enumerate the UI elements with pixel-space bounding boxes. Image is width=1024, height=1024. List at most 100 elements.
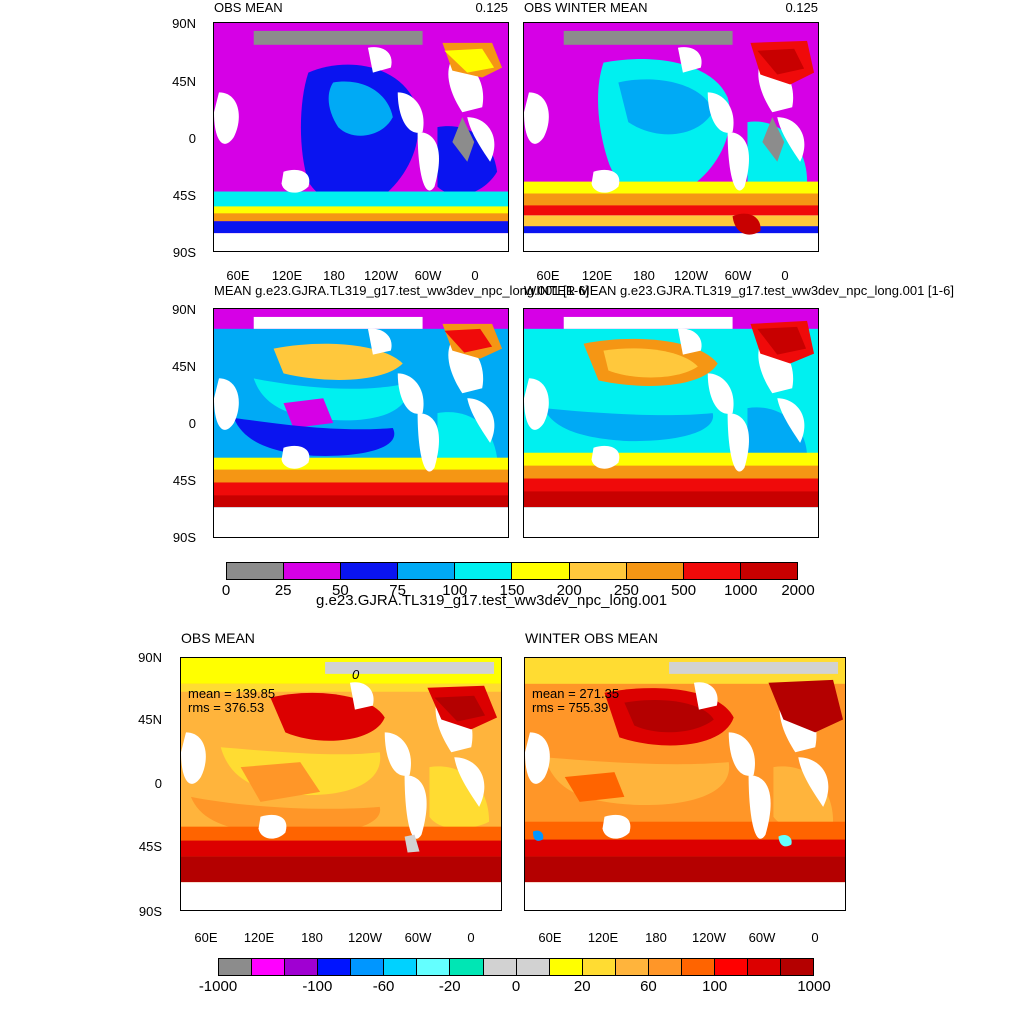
panel6-lon-120e: 120E	[587, 930, 619, 945]
cbar-top-swatch	[227, 563, 285, 579]
map-panel-obs-mean	[213, 22, 509, 252]
cbar-top-label: 75	[389, 582, 406, 599]
panel5-lon-120w: 120W	[348, 930, 382, 945]
cbar-bot-swatch	[648, 959, 682, 975]
map-panel-diff-winter-obs-mean	[524, 657, 846, 911]
panel5-lon-60w: 60W	[404, 930, 432, 945]
panel6-title: WINTER OBS MEAN	[525, 630, 659, 646]
cbar-bot-swatch	[219, 959, 253, 975]
panel4-title: WINTER MEAN g.e23.GJRA.TL319_g17.test_ww…	[524, 283, 954, 298]
cbar-bot-swatch	[549, 959, 583, 975]
panel5-contour-label: 0	[352, 667, 360, 682]
panel6-mean: mean = 271.35	[532, 686, 620, 701]
panel3-lat-45s: 45S	[172, 473, 196, 488]
cbar-bot-swatch	[781, 959, 814, 975]
panel1-lat-0: 0	[188, 131, 196, 146]
panel6-lon-180: 180	[645, 930, 667, 945]
panel6-lon-0: 0	[811, 930, 819, 945]
cbar-bot-swatch	[748, 959, 782, 975]
cbar-top-swatch	[455, 563, 513, 579]
panel5-lat-45n: 45N	[138, 712, 162, 727]
panel3-lat-45n: 45N	[172, 359, 196, 374]
map-diff-obs-mean	[181, 658, 501, 910]
panel1-lon-60e: 60E	[226, 268, 250, 283]
panel6-rms: rms = 755.39	[532, 700, 609, 715]
panel1-lon-0: 0	[471, 268, 479, 283]
cbar-top-label: 500	[671, 582, 697, 599]
cbar-bot-label: -1000	[198, 978, 238, 995]
cbar-bot-swatch	[714, 959, 748, 975]
cbar-bot-swatch	[582, 959, 616, 975]
cbar-top-swatch	[683, 563, 741, 579]
panel2-lon-120w: 120W	[674, 268, 708, 283]
cbar-bot-label: 0	[511, 978, 521, 995]
cbar-top-label: 200	[556, 582, 582, 599]
cbar-bot-label: 100	[702, 978, 728, 995]
map-panel-model-winter-mean	[523, 308, 819, 538]
cbar-bot-swatch	[318, 959, 352, 975]
cbar-top-label: 250	[613, 582, 639, 599]
cbar-bot-label: -60	[372, 978, 395, 995]
panel6-lon-60w: 60W	[748, 930, 776, 945]
cbar-top-label: 0	[221, 582, 231, 599]
panel5-lat-45s: 45S	[138, 839, 162, 854]
map-obs-mean	[214, 23, 508, 251]
cbar-bot-swatch	[285, 959, 319, 975]
panel6-lon-120w: 120W	[692, 930, 726, 945]
panel5-lon-120e: 120E	[243, 930, 275, 945]
cbar-bot-label: -20	[438, 978, 461, 995]
map-model-mean	[214, 309, 508, 537]
panel5-title: OBS MEAN	[181, 630, 255, 646]
cbar-bot-swatch	[516, 959, 550, 975]
map-panel-diff-obs-mean	[180, 657, 502, 911]
panel1-lat-45n: 45N	[172, 74, 196, 89]
panel5-lat-90n: 90N	[138, 650, 162, 665]
map-model-winter-mean	[524, 309, 818, 537]
map-obs-winter-mean	[524, 23, 818, 251]
panel1-lat-45s: 45S	[172, 188, 196, 203]
panel3-lat-0: 0	[188, 416, 196, 431]
panel5-lat-0: 0	[154, 776, 162, 791]
panel2-lon-0: 0	[781, 268, 789, 283]
panel1-lon-180: 180	[323, 268, 345, 283]
panel2-lon-120e: 120E	[581, 268, 613, 283]
map-panel-obs-winter-mean	[523, 22, 819, 252]
cbar-top-swatch	[740, 563, 797, 579]
panel5-lon-60e: 60E	[194, 930, 218, 945]
panel2-scale: 0.125	[785, 0, 818, 15]
cbar-top-label: 100	[442, 582, 468, 599]
panel1-lon-120w: 120W	[364, 268, 398, 283]
cbar-top-swatch	[284, 563, 342, 579]
top-colorbar	[226, 562, 798, 580]
panel5-lon-180: 180	[301, 930, 323, 945]
bottom-colorbar	[218, 958, 814, 976]
panel2-lon-180: 180	[633, 268, 655, 283]
cbar-top-swatch	[626, 563, 684, 579]
panel2-lon-60e: 60E	[536, 268, 560, 283]
cbar-top-swatch	[398, 563, 456, 579]
map-panel-model-mean	[213, 308, 509, 538]
cbar-top-label: 150	[499, 582, 525, 599]
panel5-rms: rms = 376.53	[188, 700, 265, 715]
panel5-lat-90s: 90S	[138, 904, 162, 919]
cbar-bot-swatch	[384, 959, 418, 975]
map-diff-winter-obs-mean	[525, 658, 845, 910]
panel1-scale: 0.125	[475, 0, 508, 15]
panel1-title: OBS MEAN	[214, 0, 283, 15]
panel5-mean: mean = 139.85	[188, 686, 276, 701]
cbar-top-label: 1000	[724, 582, 758, 599]
cbar-bot-swatch	[417, 959, 451, 975]
panel2-title: OBS WINTER MEAN	[524, 0, 648, 15]
cbar-bot-swatch	[615, 959, 649, 975]
panel1-lat-90s: 90S	[172, 245, 196, 260]
cbar-bot-swatch	[450, 959, 484, 975]
cbar-bot-label: 1000	[797, 978, 831, 995]
panel3-title: MEAN g.e23.GJRA.TL319_g17.test_ww3dev_np…	[214, 283, 590, 298]
cbar-top-label: 50	[332, 582, 349, 599]
cbar-bot-swatch	[483, 959, 517, 975]
panel1-lon-120e: 120E	[271, 268, 303, 283]
cbar-bot-swatch	[681, 959, 715, 975]
cbar-bot-label: -100	[302, 978, 333, 995]
panel1-lat-90n: 90N	[172, 16, 196, 31]
panel3-lat-90s: 90S	[172, 530, 196, 545]
